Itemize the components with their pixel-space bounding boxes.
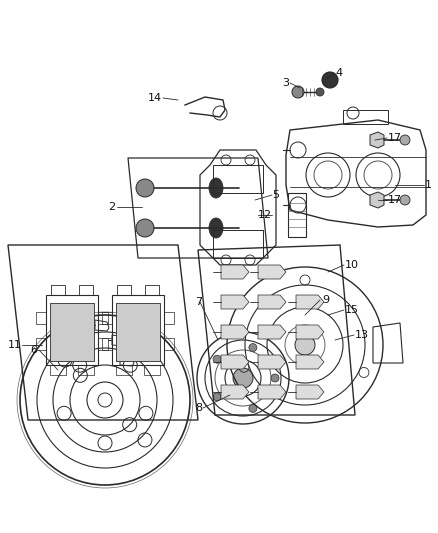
Text: 8: 8 — [195, 403, 202, 413]
Polygon shape — [258, 385, 286, 399]
Bar — [213, 165, 263, 193]
Circle shape — [249, 344, 257, 352]
Circle shape — [136, 219, 154, 237]
Polygon shape — [221, 385, 249, 399]
Polygon shape — [370, 192, 384, 208]
Text: 4: 4 — [335, 68, 342, 78]
Polygon shape — [221, 265, 249, 279]
Circle shape — [316, 88, 324, 96]
Polygon shape — [258, 295, 286, 309]
Circle shape — [249, 405, 257, 413]
Circle shape — [271, 374, 279, 382]
Text: 17: 17 — [388, 133, 402, 143]
Text: 6: 6 — [30, 345, 37, 355]
Text: 5: 5 — [272, 190, 279, 200]
Text: 11: 11 — [8, 340, 22, 350]
Circle shape — [213, 393, 221, 401]
Polygon shape — [116, 303, 160, 361]
Circle shape — [400, 195, 410, 205]
Bar — [213, 230, 263, 258]
Polygon shape — [258, 325, 286, 339]
Polygon shape — [296, 295, 324, 309]
Text: 14: 14 — [148, 93, 162, 103]
Circle shape — [213, 355, 221, 363]
Polygon shape — [258, 355, 286, 369]
Ellipse shape — [209, 218, 223, 238]
Circle shape — [400, 135, 410, 145]
Polygon shape — [296, 355, 324, 369]
Polygon shape — [221, 325, 249, 339]
Text: 13: 13 — [355, 330, 369, 340]
Text: 10: 10 — [345, 260, 359, 270]
Circle shape — [295, 335, 315, 355]
Text: 1: 1 — [425, 180, 432, 190]
Polygon shape — [50, 303, 94, 361]
Text: 3: 3 — [282, 78, 289, 88]
Polygon shape — [221, 295, 249, 309]
Polygon shape — [296, 385, 324, 399]
Circle shape — [292, 86, 304, 98]
Circle shape — [233, 368, 253, 388]
Text: 9: 9 — [322, 295, 329, 305]
Circle shape — [322, 72, 338, 88]
Text: 15: 15 — [345, 305, 359, 315]
Polygon shape — [258, 265, 286, 279]
Bar — [343, 110, 388, 124]
Polygon shape — [370, 132, 384, 148]
Polygon shape — [221, 355, 249, 369]
Text: 17: 17 — [388, 195, 402, 205]
Circle shape — [136, 179, 154, 197]
Text: 12: 12 — [258, 210, 272, 220]
Polygon shape — [296, 325, 324, 339]
Text: 2: 2 — [108, 202, 115, 212]
Ellipse shape — [209, 178, 223, 198]
Text: 7: 7 — [195, 297, 202, 307]
